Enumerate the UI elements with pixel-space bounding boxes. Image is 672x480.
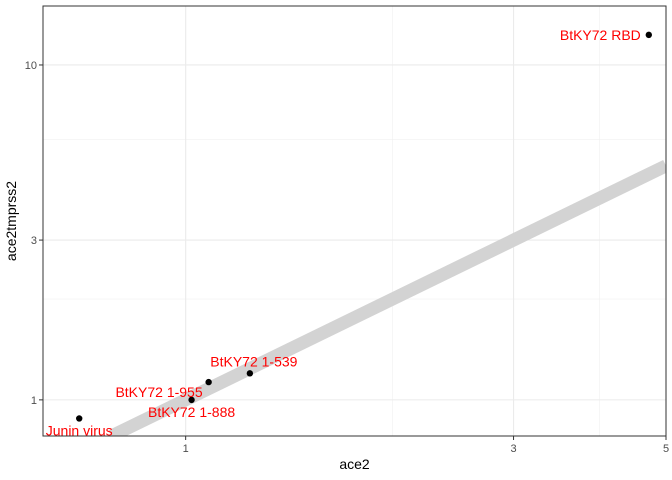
point-label: BtKY72 1-888 <box>148 404 235 420</box>
point-label: BtKY72 1-955 <box>115 384 202 400</box>
x-tick-label: 3 <box>510 443 516 455</box>
data-point <box>246 370 254 377</box>
data-points <box>76 31 653 422</box>
reference-line <box>108 159 666 436</box>
data-point <box>645 31 653 39</box>
panel-frame <box>42 5 667 437</box>
plot-panel <box>43 6 666 436</box>
data-point <box>205 378 212 386</box>
y-axis-title: ace2tmprss2 <box>3 181 19 261</box>
y-axis: 1 3 10 <box>25 60 43 407</box>
y-tick-label: 3 <box>31 235 37 247</box>
point-label: BtKY72 RBD <box>560 27 641 43</box>
point-label: Junin virus <box>46 422 113 438</box>
data-point <box>76 415 83 422</box>
panel-border <box>42 5 667 437</box>
panel-background <box>43 6 666 436</box>
x-axis: 1 3 5 <box>183 436 669 455</box>
y-tick-label: 10 <box>25 60 37 72</box>
identity-line <box>108 159 666 436</box>
x-axis-title: ace2 <box>339 456 370 472</box>
x-tick-label: 5 <box>663 443 669 455</box>
y-tick-label: 1 <box>31 395 37 407</box>
point-label: BtKY72 1-539 <box>210 353 297 369</box>
data-point <box>188 396 195 404</box>
x-tick-label: 1 <box>183 443 189 455</box>
point-labels: Junin virus BtKY72 1-888 BtKY72 1-955 BtKY7… <box>46 27 641 439</box>
